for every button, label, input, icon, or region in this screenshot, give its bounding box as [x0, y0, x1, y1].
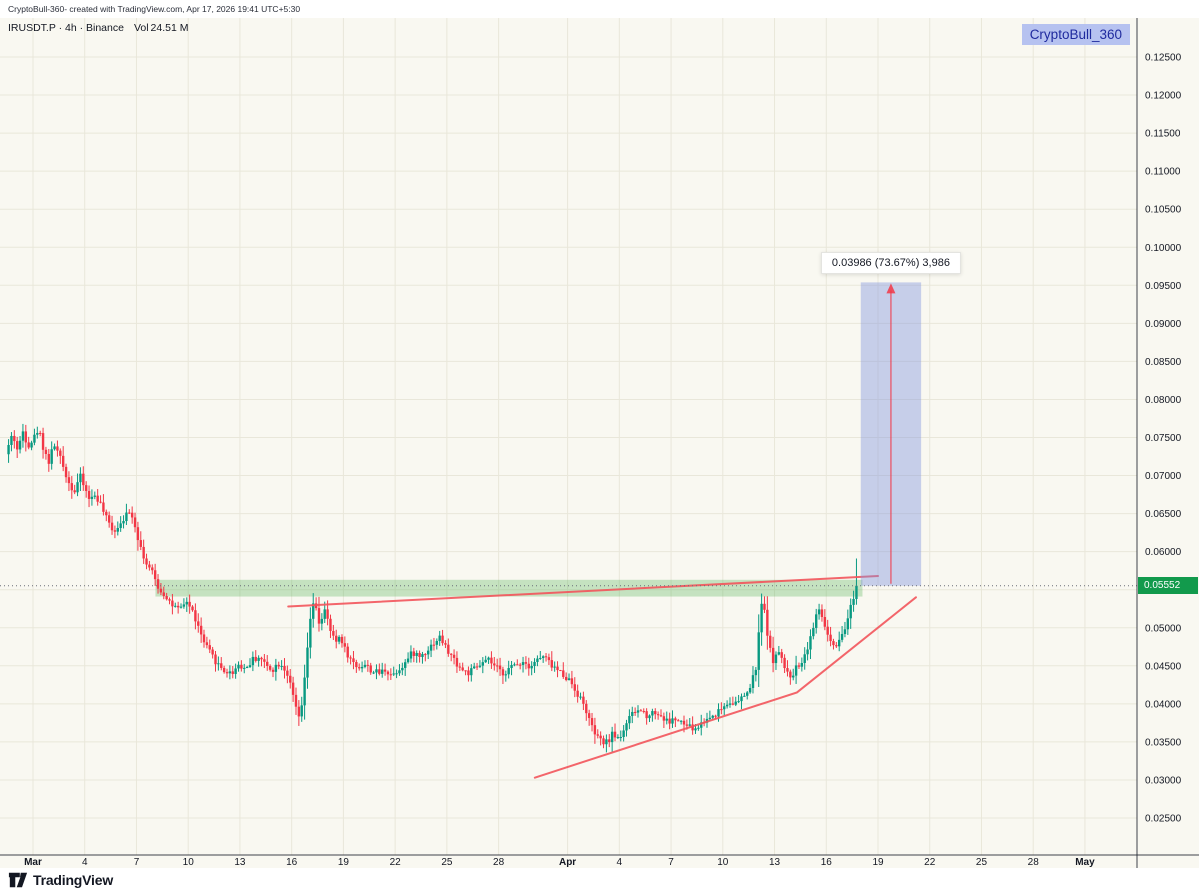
svg-text:0.04000: 0.04000	[1145, 699, 1182, 710]
tradingview-logo-link[interactable]: TradingView	[8, 871, 113, 889]
watermark-badge: CryptoBull_360	[1021, 24, 1130, 45]
svg-text:0.11500: 0.11500	[1145, 129, 1181, 140]
footer-bar: TradingView	[0, 868, 1199, 894]
svg-text:19: 19	[872, 857, 884, 868]
tradingview-brand-text: TradingView	[33, 872, 114, 888]
svg-text:16: 16	[286, 857, 298, 868]
projection-label[interactable]: 0.03986 (73.67%) 3,986	[820, 252, 961, 275]
svg-text:0.07000: 0.07000	[1145, 471, 1182, 482]
svg-text:0.06500: 0.06500	[1145, 509, 1182, 520]
svg-text:13: 13	[234, 857, 246, 868]
attribution-text: CryptoBull-360- created with TradingView…	[8, 4, 301, 14]
svg-text:28: 28	[493, 857, 505, 868]
svg-text:22: 22	[390, 857, 402, 868]
svg-text:0.12000: 0.12000	[1145, 91, 1182, 102]
svg-text:16: 16	[821, 857, 833, 868]
svg-text:4: 4	[82, 857, 88, 868]
svg-text:10: 10	[717, 857, 729, 868]
price-axis[interactable]	[1137, 18, 1199, 855]
svg-text:0.03500: 0.03500	[1145, 737, 1182, 748]
svg-text:7: 7	[134, 857, 140, 868]
current-price-label: 0.05552	[1138, 577, 1198, 595]
svg-text:0.12500: 0.12500	[1145, 53, 1182, 64]
svg-text:0.08000: 0.08000	[1145, 395, 1182, 406]
symbol-title[interactable]: IRUSDT.P · 4h · Binance	[8, 22, 124, 34]
svg-text:0.11000: 0.11000	[1145, 167, 1181, 178]
svg-text:0.05000: 0.05000	[1145, 623, 1182, 634]
volume-value: 24.51 M	[150, 22, 189, 34]
svg-text:0.09000: 0.09000	[1145, 319, 1182, 330]
time-axis[interactable]	[0, 855, 1137, 868]
svg-text:0.07500: 0.07500	[1145, 433, 1182, 444]
svg-text:0.02500: 0.02500	[1145, 814, 1182, 825]
svg-text:28: 28	[1028, 857, 1040, 868]
svg-text:25: 25	[976, 857, 988, 868]
svg-text:7: 7	[668, 857, 674, 868]
svg-text:0.06000: 0.06000	[1145, 547, 1182, 558]
svg-text:Apr: Apr	[559, 857, 576, 868]
svg-text:0.04500: 0.04500	[1145, 661, 1182, 672]
svg-text:May: May	[1075, 857, 1095, 868]
svg-text:25: 25	[441, 857, 453, 868]
tradingview-logo-icon	[8, 872, 28, 888]
chart-background	[0, 18, 1199, 868]
svg-text:Mar: Mar	[24, 857, 42, 868]
svg-text:4: 4	[617, 857, 623, 868]
symbol-legend[interactable]: IRUSDT.P · 4h · Binance Vol 24.51 M	[8, 22, 189, 34]
svg-text:0.08500: 0.08500	[1145, 357, 1182, 368]
svg-text:0.09500: 0.09500	[1145, 281, 1182, 292]
svg-text:19: 19	[338, 857, 350, 868]
svg-text:0.10000: 0.10000	[1145, 243, 1182, 254]
svg-text:13: 13	[769, 857, 781, 868]
svg-text:22: 22	[924, 857, 936, 868]
volume-label: Vol	[133, 22, 149, 34]
svg-text:10: 10	[183, 857, 195, 868]
attribution-bar: CryptoBull-360- created with TradingView…	[0, 0, 1199, 18]
svg-text:0.03000: 0.03000	[1145, 775, 1182, 786]
svg-text:0.10500: 0.10500	[1145, 205, 1182, 216]
